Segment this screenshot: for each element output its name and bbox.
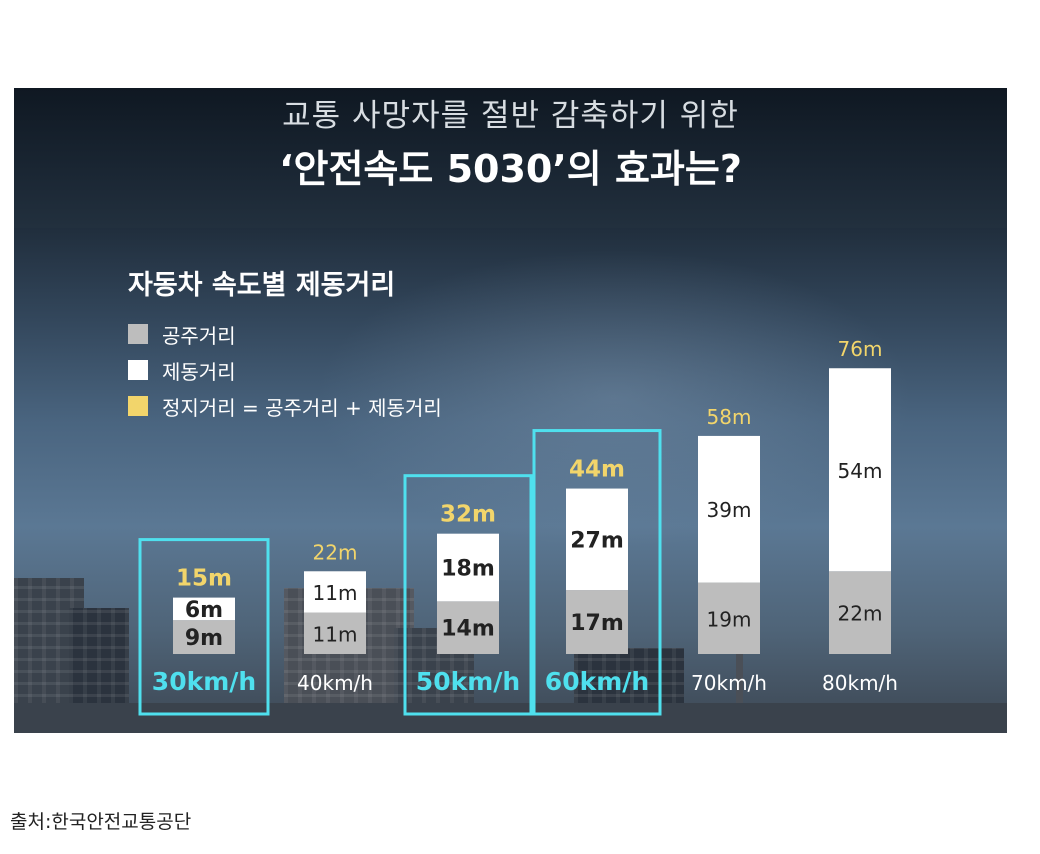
chart-title: 자동차 속도별 제동거리 bbox=[128, 270, 396, 301]
stopping-distance-label: 32m bbox=[440, 502, 496, 528]
legend-swatch-yellow bbox=[128, 396, 148, 416]
bar-segment-reaction bbox=[304, 612, 366, 654]
speed-category-label: 50km/h bbox=[416, 667, 520, 696]
reaction-distance-label: 19m bbox=[707, 607, 752, 631]
speed-category-label: 30km/h bbox=[152, 667, 256, 696]
bar-segment-braking bbox=[173, 597, 235, 621]
braking-distance-label: 27m bbox=[570, 528, 624, 553]
braking-distance-label: 6m bbox=[185, 598, 223, 623]
bar-segment-reaction bbox=[829, 571, 891, 654]
bar-chart: 9m 6m 15m 30km/h 11m 11m 22m 40km/h 14m 18m 32m 50k… bbox=[138, 337, 898, 716]
reaction-distance-label: 22m bbox=[838, 602, 883, 626]
infographic: 교통 사망자를 절반 감축하기 위한 ‘안전속도 5030’의 효과는? 자동차… bbox=[14, 88, 1007, 733]
braking-distance-label: 18m bbox=[441, 557, 495, 582]
legend-label: 공주거리 bbox=[162, 324, 236, 348]
legend-swatch-white bbox=[128, 360, 148, 380]
highlight-frame bbox=[138, 538, 270, 716]
source-caption: 출처:한국안전교통공단 bbox=[10, 811, 192, 833]
speed-category-label: 80km/h bbox=[822, 671, 898, 695]
stopping-distance-label: 58m bbox=[707, 405, 752, 429]
bar-segment-braking bbox=[566, 488, 628, 591]
speed-category-label: 70km/h bbox=[691, 671, 767, 695]
highlight-frame bbox=[403, 474, 533, 716]
stopping-distance-label: 76m bbox=[838, 337, 883, 361]
braking-distance-label: 11m bbox=[313, 581, 358, 605]
header-band bbox=[14, 88, 1007, 228]
bar-segment-reaction bbox=[173, 620, 235, 654]
legend-label: 정지거리 = 공주거리 + 제동거리 bbox=[162, 396, 442, 420]
highlight-frame bbox=[532, 429, 662, 716]
speed-category-label: 60km/h bbox=[545, 667, 649, 696]
subtitle: 교통 사망자를 절반 감축하기 위한 bbox=[282, 98, 739, 134]
main-title: ‘안전속도 5030’의 효과는? bbox=[279, 147, 742, 191]
legend-swatch-gray bbox=[128, 324, 148, 344]
reaction-distance-label: 17m bbox=[570, 611, 624, 636]
braking-distance-label: 54m bbox=[838, 459, 883, 483]
bar-segment-reaction bbox=[698, 582, 760, 654]
bar-segment-braking bbox=[437, 533, 499, 602]
stopping-distance-label: 44m bbox=[569, 457, 625, 483]
bar-segment-braking bbox=[698, 435, 760, 583]
bar-segment-braking bbox=[304, 571, 366, 613]
stopping-distance-label: 22m bbox=[313, 540, 358, 564]
bar-segment-reaction bbox=[566, 590, 628, 654]
bar-segment-braking bbox=[829, 368, 891, 572]
braking-distance-label: 39m bbox=[707, 498, 752, 522]
legend-label: 제동거리 bbox=[162, 360, 236, 384]
speed-category-label: 40km/h bbox=[297, 671, 373, 695]
bar-segment-reaction bbox=[437, 601, 499, 654]
reaction-distance-label: 11m bbox=[313, 622, 358, 646]
ground-strip bbox=[14, 703, 1007, 733]
stopping-distance-label: 15m bbox=[176, 566, 232, 592]
reaction-distance-label: 9m bbox=[185, 626, 223, 651]
reaction-distance-label: 14m bbox=[441, 617, 495, 642]
